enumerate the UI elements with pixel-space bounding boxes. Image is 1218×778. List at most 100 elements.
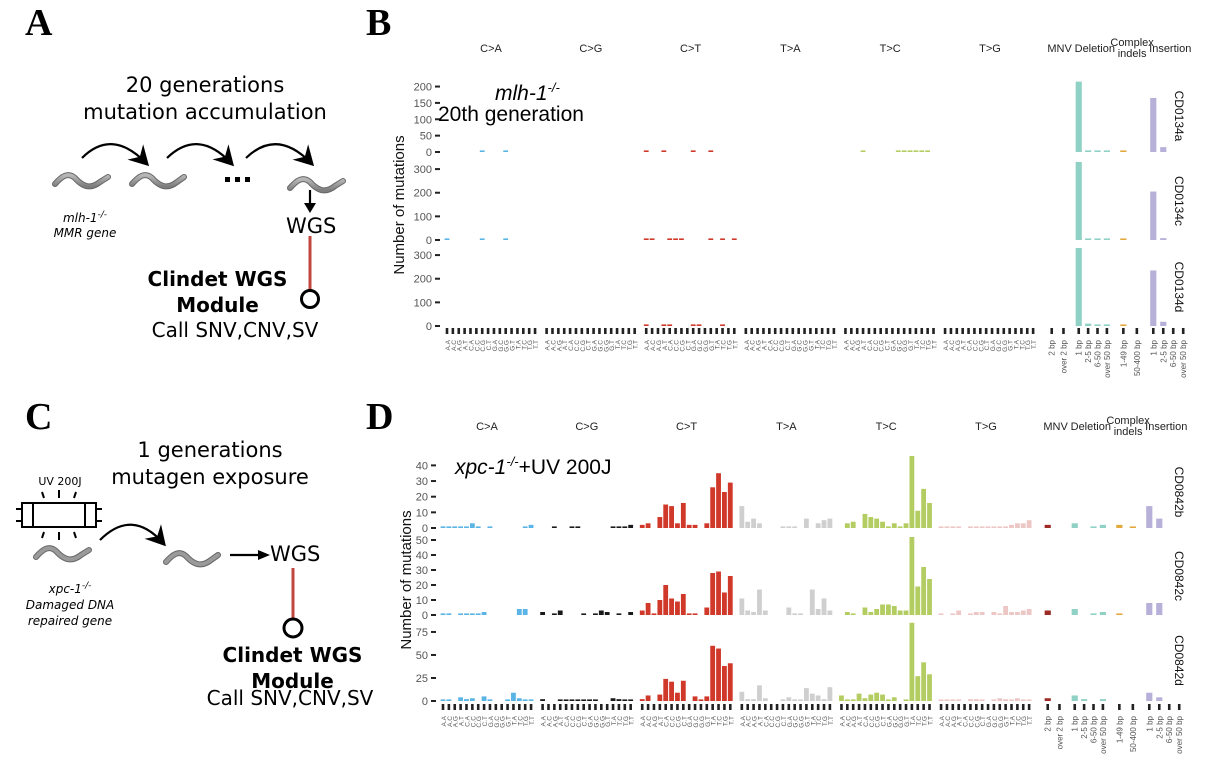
bar <box>481 696 487 701</box>
bar <box>815 609 821 615</box>
x-tick <box>463 328 466 334</box>
x-tick <box>1181 328 1185 334</box>
x-tick-label: T.A <box>715 339 722 349</box>
y-tick-label: 100 <box>414 297 432 309</box>
x-tick-label: G.A <box>687 715 694 727</box>
x-tick-label: T.C <box>617 716 624 726</box>
x-tick-label: 6-50 bp <box>1169 339 1178 367</box>
bar <box>464 526 469 528</box>
x-tick <box>914 328 918 334</box>
x-tick <box>564 704 568 710</box>
bar <box>704 696 710 701</box>
x-tick <box>699 704 703 710</box>
bar <box>710 573 716 615</box>
x-tick <box>617 704 621 710</box>
bar <box>1150 191 1157 240</box>
bar <box>557 610 563 615</box>
bar <box>1099 524 1106 528</box>
x-tick <box>703 328 707 334</box>
y-tick-label: 300 <box>414 250 432 262</box>
bar <box>464 613 469 615</box>
bar <box>690 150 696 152</box>
panel-c-module: Clindet WGS Module <box>205 642 380 694</box>
x-tick-label: A.C <box>451 340 458 351</box>
bar <box>844 699 850 701</box>
x-tick-label: C.T <box>984 340 991 351</box>
x-tick-label: A.T <box>662 340 669 350</box>
x-tick-label: G.T <box>1004 716 1011 727</box>
y-tick-label: 10 <box>416 507 428 519</box>
bar <box>868 694 874 701</box>
x-tick-label: G.G <box>500 716 507 728</box>
x-tick <box>611 704 615 710</box>
x-tick <box>1025 328 1029 334</box>
bar <box>698 699 704 701</box>
bar <box>938 699 944 701</box>
x-tick <box>920 328 924 334</box>
y-tick-label: 40 <box>416 460 428 472</box>
x-tick <box>863 704 867 710</box>
x-tick <box>476 704 480 710</box>
x-tick <box>576 704 580 710</box>
bar <box>786 607 792 615</box>
x-tick <box>469 328 472 334</box>
x-tick <box>498 328 502 334</box>
x-tick-label: C.A <box>863 715 870 727</box>
panel-a-call: Call SNV,CNV,SV <box>151 318 319 342</box>
chart-annotation: xpc-1-/-+UV 200J <box>454 454 611 479</box>
strain-name: mlh-1 <box>62 211 98 225</box>
x-tick <box>682 704 685 710</box>
x-tick-label: A.G <box>855 340 862 351</box>
x-tick-label: C.A <box>963 715 970 727</box>
bar <box>581 613 587 615</box>
x-tick <box>588 704 591 710</box>
x-tick <box>644 328 648 334</box>
x-tick-label: A.A <box>943 339 950 350</box>
bar <box>716 571 721 615</box>
x-tick-label: C.G <box>679 340 686 352</box>
x-tick-label: T.T <box>633 340 640 349</box>
y-tick-label: 50 <box>416 535 428 547</box>
x-tick-label: 1 bp <box>1071 715 1080 731</box>
x-tick <box>1135 328 1139 334</box>
bar <box>751 518 756 528</box>
x-tick-label: T.T <box>533 340 540 349</box>
x-tick <box>756 328 759 334</box>
x-tick-label: G.C <box>793 716 800 728</box>
x-tick <box>500 704 503 710</box>
group-label: indels <box>1114 426 1143 438</box>
x-tick-label: C.C <box>474 340 481 352</box>
x-tick-label: C.T <box>482 716 489 727</box>
group-label: MNV <box>1047 43 1072 55</box>
x-tick-label: G.T <box>1008 340 1015 351</box>
bar <box>827 518 833 528</box>
x-tick-label: C.C <box>968 716 975 728</box>
y-tick-label: 30 <box>416 476 428 488</box>
bar <box>679 238 684 240</box>
x-tick-label: A.T <box>658 716 665 726</box>
module-title: Clindet WGS <box>222 643 363 667</box>
x-tick <box>627 328 631 334</box>
x-tick <box>598 328 601 334</box>
bar <box>503 238 509 240</box>
x-tick <box>879 328 882 334</box>
x-tick-label: G.G <box>504 340 511 352</box>
bar <box>844 523 850 528</box>
bar <box>880 521 885 528</box>
bar <box>645 523 651 528</box>
bar <box>909 456 915 528</box>
x-tick <box>604 328 607 334</box>
x-tick-label: C.C <box>873 340 880 352</box>
bar <box>1003 606 1009 615</box>
y-tick-label: 0 <box>422 523 428 535</box>
x-tick-label: T.G <box>623 716 630 726</box>
x-tick <box>855 328 859 334</box>
x-tick <box>686 328 689 334</box>
x-tick-label: A.C <box>949 340 956 351</box>
bar <box>745 699 751 701</box>
bar <box>540 699 546 701</box>
panel-letter-c: C <box>25 396 53 438</box>
x-tick <box>980 704 984 710</box>
bar <box>944 526 950 528</box>
x-tick <box>793 704 796 710</box>
